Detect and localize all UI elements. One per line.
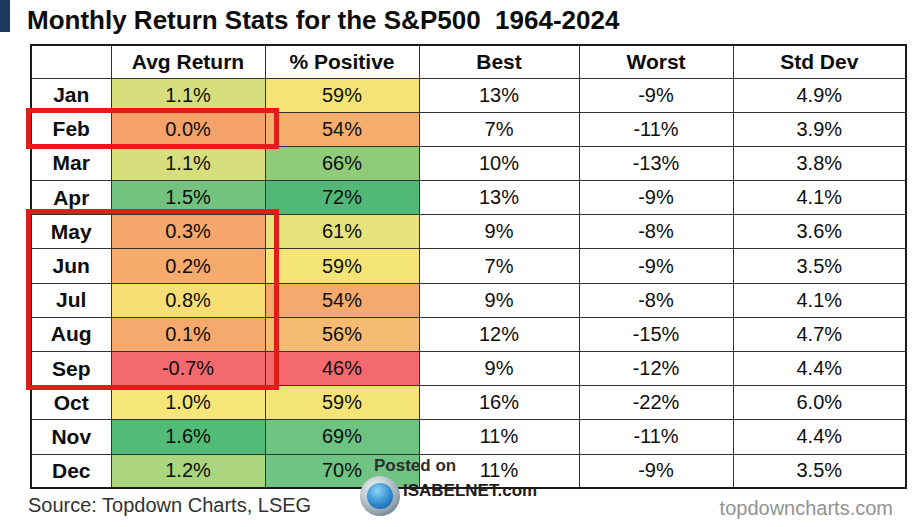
worst-cell: -9% (579, 454, 733, 488)
month-label: Jan (31, 78, 111, 112)
table-header: Avg Return% PositiveBestWorstStd Dev (31, 45, 906, 78)
watermark-isabelnet: ISABELNET.com (403, 481, 537, 501)
month-label: Oct (31, 386, 111, 420)
pct-positive-cell: 59% (265, 249, 419, 283)
col-header--positive: % Positive (265, 45, 419, 78)
worst-cell: -9% (579, 78, 733, 112)
table-row-sep: Sep-0.7%46%9%-12%4.4% (31, 352, 906, 386)
best-cell: 9% (419, 352, 579, 386)
month-label: May (31, 215, 111, 249)
corner-accent-bar (0, 0, 10, 32)
avg-return-cell: 1.5% (111, 181, 265, 215)
pct-positive-cell: 69% (265, 420, 419, 454)
month-label: Dec (31, 454, 111, 488)
best-cell: 16% (419, 386, 579, 420)
best-cell: 12% (419, 317, 579, 351)
std-dev-cell: 3.5% (733, 249, 906, 283)
worst-cell: -11% (579, 112, 733, 146)
table-row-nov: Nov1.6%69%11%-11%4.4% (31, 420, 906, 454)
pct-positive-cell: 72% (265, 181, 419, 215)
month-label: Aug (31, 317, 111, 351)
avg-return-cell: 0.8% (111, 283, 265, 317)
std-dev-cell: 4.1% (733, 283, 906, 317)
worst-cell: -8% (579, 283, 733, 317)
table-row-mar: Mar1.1%66%10%-13%3.8% (31, 146, 906, 180)
pct-positive-cell: 54% (265, 112, 419, 146)
std-dev-cell: 4.4% (733, 420, 906, 454)
best-cell: 9% (419, 215, 579, 249)
table-row-jan: Jan1.1%59%13%-9%4.9% (31, 78, 906, 112)
best-cell: 7% (419, 249, 579, 283)
avg-return-cell: 1.1% (111, 78, 265, 112)
month-label: Jul (31, 283, 111, 317)
pct-positive-cell: 59% (265, 78, 419, 112)
best-cell: 10% (419, 146, 579, 180)
std-dev-cell: 4.9% (733, 78, 906, 112)
pct-positive-cell: 61% (265, 215, 419, 249)
worst-cell: -9% (579, 249, 733, 283)
month-label: Feb (31, 112, 111, 146)
best-cell: 7% (419, 112, 579, 146)
avg-return-cell: 1.0% (111, 386, 265, 420)
best-cell: 13% (419, 78, 579, 112)
std-dev-cell: 4.4% (733, 352, 906, 386)
best-cell: 13% (419, 181, 579, 215)
col-header-avg-return: Avg Return (111, 45, 265, 78)
col-header-best: Best (419, 45, 579, 78)
month-label: Nov (31, 420, 111, 454)
avg-return-cell: 1.6% (111, 420, 265, 454)
table-row-jun: Jun0.2%59%7%-9%3.5% (31, 249, 906, 283)
month-label: Apr (31, 181, 111, 215)
table-body: Jan1.1%59%13%-9%4.9%Feb0.0%54%7%-11%3.9%… (31, 78, 906, 488)
pct-positive-cell: 56% (265, 317, 419, 351)
header-row: Avg Return% PositiveBestWorstStd Dev (31, 45, 906, 78)
month-label: Mar (31, 146, 111, 180)
std-dev-cell: 6.0% (733, 386, 906, 420)
monthly-stats-table: Avg Return% PositiveBestWorstStd Dev Jan… (30, 44, 907, 489)
site-attribution: topdowncharts.com (720, 497, 893, 520)
pct-positive-cell: 54% (265, 283, 419, 317)
col-header-month (31, 45, 111, 78)
pct-positive-cell: 59% (265, 386, 419, 420)
avg-return-cell: -0.7% (111, 352, 265, 386)
worst-cell: -11% (579, 420, 733, 454)
table-row-oct: Oct1.0%59%16%-22%6.0% (31, 386, 906, 420)
month-label: Sep (31, 352, 111, 386)
avg-return-cell: 1.1% (111, 146, 265, 180)
table-row-jul: Jul0.8%54%9%-8%4.1% (31, 283, 906, 317)
month-label: Jun (31, 249, 111, 283)
avg-return-cell: 1.2% (111, 454, 265, 488)
std-dev-cell: 4.7% (733, 317, 906, 351)
std-dev-cell: 3.5% (733, 454, 906, 488)
table-row-apr: Apr1.5%72%13%-9%4.1% (31, 181, 906, 215)
isabelnet-globe-icon (360, 476, 400, 516)
std-dev-cell: 3.8% (733, 146, 906, 180)
worst-cell: -9% (579, 181, 733, 215)
col-header-worst: Worst (579, 45, 733, 78)
avg-return-cell: 0.0% (111, 112, 265, 146)
table-row-feb: Feb0.0%54%7%-11%3.9% (31, 112, 906, 146)
table-row-may: May0.3%61%9%-8%3.6% (31, 215, 906, 249)
pct-positive-cell: 46% (265, 352, 419, 386)
watermark-posted-on: Posted on (374, 456, 456, 476)
avg-return-cell: 0.3% (111, 215, 265, 249)
avg-return-cell: 0.1% (111, 317, 265, 351)
pct-positive-cell: 66% (265, 146, 419, 180)
page-title: Monthly Return Stats for the S&P500 1964… (27, 5, 619, 36)
worst-cell: -12% (579, 352, 733, 386)
std-dev-cell: 3.6% (733, 215, 906, 249)
worst-cell: -22% (579, 386, 733, 420)
col-header-std-dev: Std Dev (733, 45, 906, 78)
source-attribution: Source: Topdown Charts, LSEG (28, 494, 311, 517)
best-cell: 11% (419, 420, 579, 454)
avg-return-cell: 0.2% (111, 249, 265, 283)
std-dev-cell: 3.9% (733, 112, 906, 146)
best-cell: 9% (419, 283, 579, 317)
std-dev-cell: 4.1% (733, 181, 906, 215)
worst-cell: -15% (579, 317, 733, 351)
worst-cell: -8% (579, 215, 733, 249)
table-row-aug: Aug0.1%56%12%-15%4.7% (31, 317, 906, 351)
worst-cell: -13% (579, 146, 733, 180)
